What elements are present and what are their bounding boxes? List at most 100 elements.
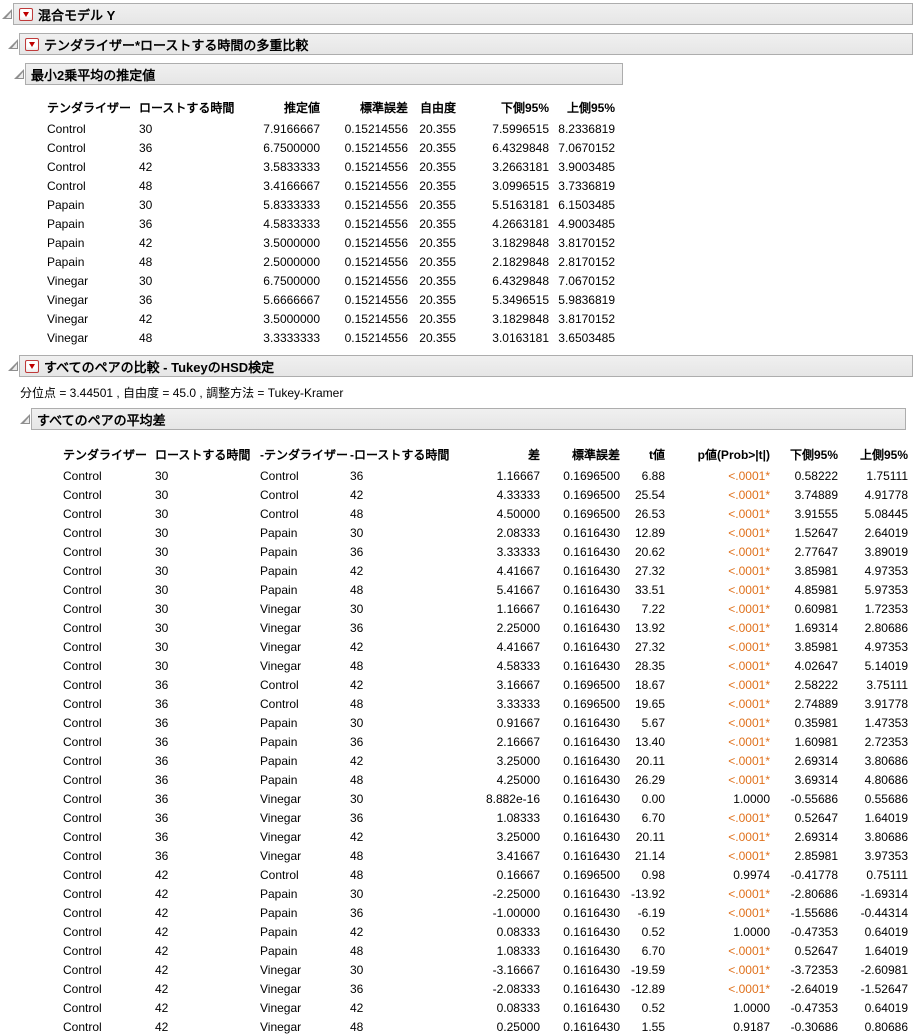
table-cell: Control: [63, 487, 102, 502]
lsmeans-title-bar[interactable]: 最小2乗平均の推定値: [25, 63, 623, 85]
table-cell: 27.32: [634, 639, 665, 654]
table-row: Control 30 Papain 30 2.08333 0.1616430 12.89 <.…: [63, 523, 908, 542]
disclosure-triangle-icon[interactable]: [8, 361, 18, 371]
disclosure-triangle-icon[interactable]: [2, 9, 12, 19]
table-cell: 0.64019: [864, 1000, 908, 1015]
column-header: 下側95%: [500, 101, 549, 115]
table-cell: 30: [155, 525, 169, 540]
mean-differences-title-bar[interactable]: すべてのペアの平均差: [31, 408, 906, 430]
table-cell: 0.25000: [496, 1019, 540, 1034]
table-row: Control 36 Papain 36 2.16667 0.1616430 13.40 <.…: [63, 732, 908, 751]
table-cell: 3.8170152: [558, 235, 615, 250]
table-cell: 36: [155, 696, 169, 711]
table-cell: 3.75111: [866, 677, 908, 692]
table-cell: 1.16667: [496, 468, 540, 483]
table-cell: 0.60981: [794, 601, 838, 616]
table-cell: 0.1616430: [563, 620, 620, 635]
table-header-row: テンダライザー ローストする時間 推定値 標準誤差 自由度 下側95% 上側95%: [47, 97, 615, 119]
table-cell: 36: [155, 791, 169, 806]
table-cell: 0.15214556: [344, 330, 408, 345]
table-cell: 6.7500000: [263, 273, 320, 288]
mixed-model-title-bar[interactable]: 混合モデル Y: [13, 3, 913, 25]
table-row: Control 48 3.4166667 0.15214556 20.355 3.0996…: [47, 176, 615, 195]
table-cell: 4.02647: [794, 658, 838, 673]
table-cell: 48: [350, 658, 364, 673]
red-triangle-menu-icon[interactable]: [19, 7, 33, 21]
disclosure-triangle-icon[interactable]: [20, 414, 30, 424]
table-cell: Control: [63, 658, 102, 673]
table-cell: 0.1616430: [563, 848, 620, 863]
table-cell: Control: [47, 159, 86, 174]
table-cell: 20.355: [419, 292, 456, 307]
table-cell: 36: [139, 216, 153, 231]
table-row: Control 30 Control 42 4.33333 0.1696500 25.54 <…: [63, 485, 908, 504]
table-cell: 36: [155, 734, 169, 749]
multiple-comparisons-title-bar[interactable]: テンダライザー*ローストする時間の多重比較: [19, 33, 913, 55]
table-cell: 3.91778: [864, 696, 908, 711]
table-cell: 30: [155, 487, 169, 502]
table-cell: Papain: [260, 886, 298, 901]
table-cell: 5.97353: [864, 582, 908, 597]
table-cell: 36: [155, 810, 169, 825]
table-cell: <.0001*: [728, 677, 770, 692]
tukey-hsd-title-bar[interactable]: すべてのペアの比較 - TukeyのHSD検定: [19, 355, 913, 377]
table-cell: Vinegar: [47, 292, 89, 307]
table-cell: 30: [350, 791, 364, 806]
red-triangle-menu-icon[interactable]: [25, 37, 39, 51]
table-cell: 0.15214556: [344, 292, 408, 307]
table-cell: 30: [350, 525, 364, 540]
table-cell: Control: [63, 696, 102, 711]
table-cell: 3.97353: [864, 848, 908, 863]
table-cell: 36: [155, 772, 169, 787]
table-cell: -2.80686: [790, 886, 838, 901]
table-cell: Vinegar: [260, 829, 302, 844]
table-cell: Control: [63, 468, 102, 483]
column-header: p値(Prob>|t|): [697, 448, 770, 462]
table-cell: 4.33333: [496, 487, 540, 502]
table-cell: 5.41667: [496, 582, 540, 597]
table-cell: 4.25000: [496, 772, 540, 787]
table-cell: 48: [350, 943, 364, 958]
table-cell: 42: [350, 753, 364, 768]
red-triangle-menu-icon[interactable]: [25, 359, 39, 373]
table-cell: -1.55686: [790, 905, 838, 920]
table-cell: 0.1616430: [563, 829, 620, 844]
table-cell: 0.08333: [496, 924, 540, 939]
table-cell: 42: [139, 311, 153, 326]
table-row: Control 42 Vinegar 36 -2.08333 0.1616430 -12.8…: [63, 979, 908, 998]
section-title: すべてのペアの平均差: [37, 412, 166, 428]
table-row: Papain 30 5.8333333 0.15214556 20.355 5.51631…: [47, 195, 615, 214]
table-cell: 1.08333: [496, 943, 540, 958]
table-cell: Papain: [260, 525, 298, 540]
disclosure-triangle-icon[interactable]: [8, 39, 18, 49]
table-cell: 2.77647: [794, 544, 838, 559]
table-cell: 4.80686: [864, 772, 908, 787]
table-cell: Papain: [47, 254, 85, 269]
table-cell: 42: [350, 639, 364, 654]
table-cell: Papain: [260, 715, 298, 730]
table-row: Control 42 3.5833333 0.15214556 20.355 3.2663…: [47, 157, 615, 176]
table-cell: -3.16667: [492, 962, 540, 977]
table-cell: 0.15214556: [344, 140, 408, 155]
table-cell: 3.69314: [794, 772, 838, 787]
table-cell: 1.64019: [864, 810, 908, 825]
table-cell: 0.1616430: [563, 924, 620, 939]
table-cell: 8.2336819: [558, 121, 615, 136]
table-cell: 8.882e-16: [485, 791, 540, 806]
table-cell: 42: [155, 905, 169, 920]
table-cell: 30: [155, 582, 169, 597]
table-cell: Papain: [47, 197, 85, 212]
table-cell: Control: [63, 734, 102, 749]
table-cell: Vinegar: [260, 962, 302, 977]
table-cell: 48: [350, 696, 364, 711]
table-cell: 0.00: [641, 791, 665, 806]
disclosure-triangle-icon[interactable]: [14, 69, 24, 79]
table-cell: 0.15214556: [344, 254, 408, 269]
table-cell: 20.355: [419, 254, 456, 269]
table-cell: -1.00000: [492, 905, 540, 920]
table-row: Vinegar 48 3.3333333 0.15214556 20.355 3.0163…: [47, 328, 615, 347]
table-cell: 42: [350, 487, 364, 502]
table-cell: 0.1696500: [563, 677, 620, 692]
column-header: 標準誤差: [359, 101, 408, 115]
table-cell: <.0001*: [728, 753, 770, 768]
